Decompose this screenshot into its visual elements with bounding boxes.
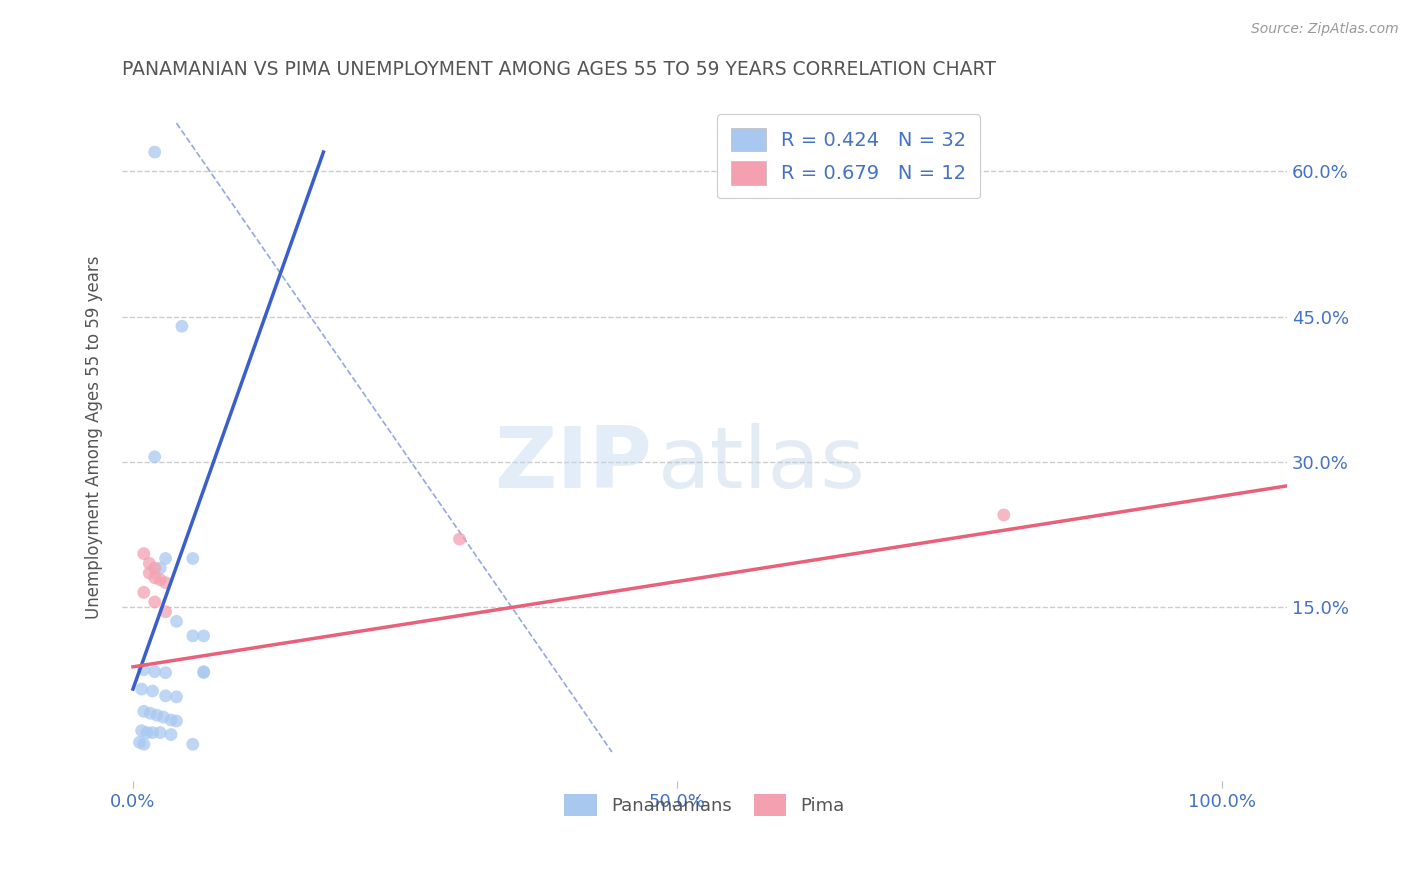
Point	[146, 708, 169, 723]
Text: ZIP: ZIP	[495, 424, 652, 507]
Point	[166, 615, 188, 629]
Point	[138, 557, 160, 571]
Point	[131, 682, 153, 697]
Point	[132, 547, 155, 561]
Point	[132, 737, 155, 751]
Point	[193, 665, 215, 679]
Point	[136, 725, 159, 739]
Point	[143, 665, 166, 679]
Point	[139, 706, 162, 721]
Point	[181, 551, 204, 566]
Point	[132, 585, 155, 599]
Point	[166, 690, 188, 704]
Point	[143, 561, 166, 575]
Point	[193, 665, 215, 680]
Point	[132, 704, 155, 718]
Point	[149, 561, 172, 575]
Point	[149, 573, 172, 587]
Point	[152, 710, 174, 724]
Point	[141, 684, 163, 698]
Legend: Panamanians, Pima: Panamanians, Pima	[557, 787, 852, 823]
Point	[141, 725, 163, 739]
Point	[131, 723, 153, 738]
Point	[193, 629, 215, 643]
Point	[155, 689, 177, 703]
Y-axis label: Unemployment Among Ages 55 to 59 years: Unemployment Among Ages 55 to 59 years	[86, 256, 103, 619]
Point	[160, 713, 183, 727]
Point	[181, 629, 204, 643]
Point	[143, 145, 166, 160]
Text: Source: ZipAtlas.com: Source: ZipAtlas.com	[1251, 22, 1399, 37]
Text: PANAMANIAN VS PIMA UNEMPLOYMENT AMONG AGES 55 TO 59 YEARS CORRELATION CHART: PANAMANIAN VS PIMA UNEMPLOYMENT AMONG AG…	[122, 60, 995, 78]
Point	[143, 450, 166, 464]
Point	[993, 508, 1015, 522]
Point	[170, 319, 193, 334]
Point	[155, 575, 177, 590]
Point	[143, 595, 166, 609]
Point	[160, 727, 183, 741]
Text: atlas: atlas	[658, 424, 866, 507]
Point	[155, 551, 177, 566]
Point	[449, 532, 471, 546]
Point	[181, 737, 204, 751]
Point	[155, 665, 177, 680]
Point	[149, 725, 172, 739]
Point	[166, 714, 188, 728]
Point	[138, 566, 160, 580]
Point	[155, 605, 177, 619]
Point	[128, 735, 150, 749]
Point	[143, 571, 166, 585]
Point	[132, 663, 155, 677]
